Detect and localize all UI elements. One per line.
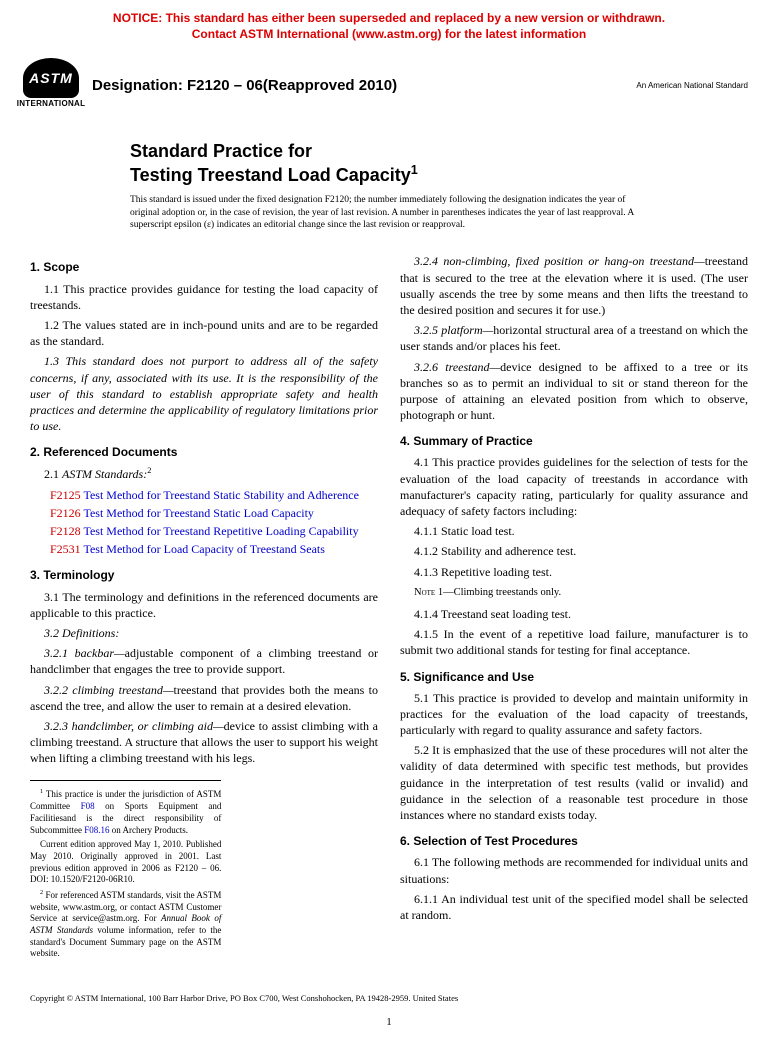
summary-p4: 4.1.3 Repetitive loading test. xyxy=(400,564,748,580)
title-sup: 1 xyxy=(411,163,418,177)
notice-line1: NOTICE: This standard has either been su… xyxy=(113,11,665,25)
title-block: Standard Practice for Testing Treestand … xyxy=(130,140,778,186)
term-p8: 3.2.6 treestand—device designed to be af… xyxy=(400,359,748,424)
column-left: 1. Scope 1.1 This practice provides guid… xyxy=(30,249,378,963)
designation: Designation: F2120 – 06(Reapproved 2010) xyxy=(92,70,626,96)
title-line2: Testing Treestand Load Capacity xyxy=(130,165,411,185)
footnote-2: 2 For referenced ASTM standards, visit t… xyxy=(30,889,221,960)
term-p7: 3.2.5 platform—horizontal structural are… xyxy=(400,322,748,354)
superseded-notice: NOTICE: This standard has either been su… xyxy=(0,0,778,46)
copyright: Copyright © ASTM International, 100 Barr… xyxy=(0,963,778,1008)
issued-note: This standard is issued under the fixed … xyxy=(130,194,648,231)
term-p5: 3.2.3 handclimber, or climbing aid—devic… xyxy=(30,718,378,767)
summary-p3: 4.1.2 Stability and adherence test. xyxy=(400,543,748,559)
selection-head: 6. Selection of Test Procedures xyxy=(400,833,748,849)
summary-p1: 4.1 This practice provides guidelines fo… xyxy=(400,454,748,519)
term-p2: 3.2 Definitions: xyxy=(30,625,378,641)
title-line1: Standard Practice for xyxy=(130,141,312,161)
logo-text: ASTM xyxy=(23,58,79,98)
scope-head: 1. Scope xyxy=(30,259,378,275)
ref-f2125: F2125 Test Method for Treestand Static S… xyxy=(50,487,378,503)
ref-link[interactable]: Test Method for Treestand Static Load Ca… xyxy=(83,506,313,520)
astm-logo: ASTM INTERNATIONAL xyxy=(20,52,82,114)
term-p3: 3.2.1 backbar—adjustable component of a … xyxy=(30,645,378,677)
ref-link[interactable]: Test Method for Load Capacity of Treesta… xyxy=(83,542,324,556)
summary-p6: 4.1.5 In the event of a repetitive load … xyxy=(400,626,748,658)
term-head: 3. Terminology xyxy=(30,567,378,583)
footnote-1b: Current edition approved May 1, 2010. Pu… xyxy=(30,839,221,886)
significance-p1: 5.1 This practice is provided to develop… xyxy=(400,690,748,739)
ref-f2531: F2531 Test Method for Load Capacity of T… xyxy=(50,541,378,557)
scope-p1: 1.1 This practice provides guidance for … xyxy=(30,281,378,313)
selection-p2: 6.1.1 An individual test unit of the spe… xyxy=(400,891,748,923)
refdocs-p1: 2.1 ASTM Standards:2 xyxy=(30,465,378,482)
ref-link[interactable]: Test Method for Treestand Static Stabili… xyxy=(83,488,358,502)
ref-f2126: F2126 Test Method for Treestand Static L… xyxy=(50,505,378,521)
ref-code[interactable]: F2128 xyxy=(50,524,81,538)
term-p4: 3.2.2 climbing treestand—treestand that … xyxy=(30,682,378,714)
committee-link[interactable]: F08 xyxy=(81,801,95,811)
ans-label: An American National Standard xyxy=(636,75,748,92)
summary-head: 4. Summary of Practice xyxy=(400,433,748,449)
term-p6: 3.2.4 non-climbing, fixed position or ha… xyxy=(400,253,748,318)
significance-p2: 5.2 It is emphasized that the use of the… xyxy=(400,742,748,823)
subcommittee-link[interactable]: F08.16 xyxy=(84,825,109,835)
body-columns: 1. Scope 1.1 This practice provides guid… xyxy=(0,249,778,963)
summary-p2: 4.1.1 Static load test. xyxy=(400,523,748,539)
notice-line2: Contact ASTM International (www.astm.org… xyxy=(192,27,586,41)
column-right: 3.2.4 non-climbing, fixed position or ha… xyxy=(400,249,748,963)
selection-p1: 6.1 The following methods are recommende… xyxy=(400,854,748,886)
ref-link[interactable]: Test Method for Treestand Repetitive Loa… xyxy=(83,524,358,538)
page-number: 1 xyxy=(0,1009,778,1045)
summary-p5: 4.1.4 Treestand seat loading test. xyxy=(400,606,748,622)
scope-p3: 1.3 This standard does not purport to ad… xyxy=(30,353,378,434)
ref-code[interactable]: F2531 xyxy=(50,542,81,556)
ref-f2128: F2128 Test Method for Treestand Repetiti… xyxy=(50,523,378,539)
ref-code[interactable]: F2126 xyxy=(50,506,81,520)
refdocs-head: 2. Referenced Documents xyxy=(30,444,378,460)
significance-head: 5. Significance and Use xyxy=(400,669,748,685)
footnote-1: 1 This practice is under the jurisdictio… xyxy=(30,788,221,836)
footnotes: 1 This practice is under the jurisdictio… xyxy=(30,780,221,960)
scope-p2: 1.2 The values stated are in inch-pound … xyxy=(30,317,378,349)
logo-subtext: INTERNATIONAL xyxy=(17,100,86,108)
header-row: ASTM INTERNATIONAL Designation: F2120 – … xyxy=(0,46,778,114)
ref-code[interactable]: F2125 xyxy=(50,488,81,502)
note-1: Note 1—Climbing treestands only. xyxy=(400,586,748,600)
term-p1: 3.1 The terminology and definitions in t… xyxy=(30,589,378,621)
